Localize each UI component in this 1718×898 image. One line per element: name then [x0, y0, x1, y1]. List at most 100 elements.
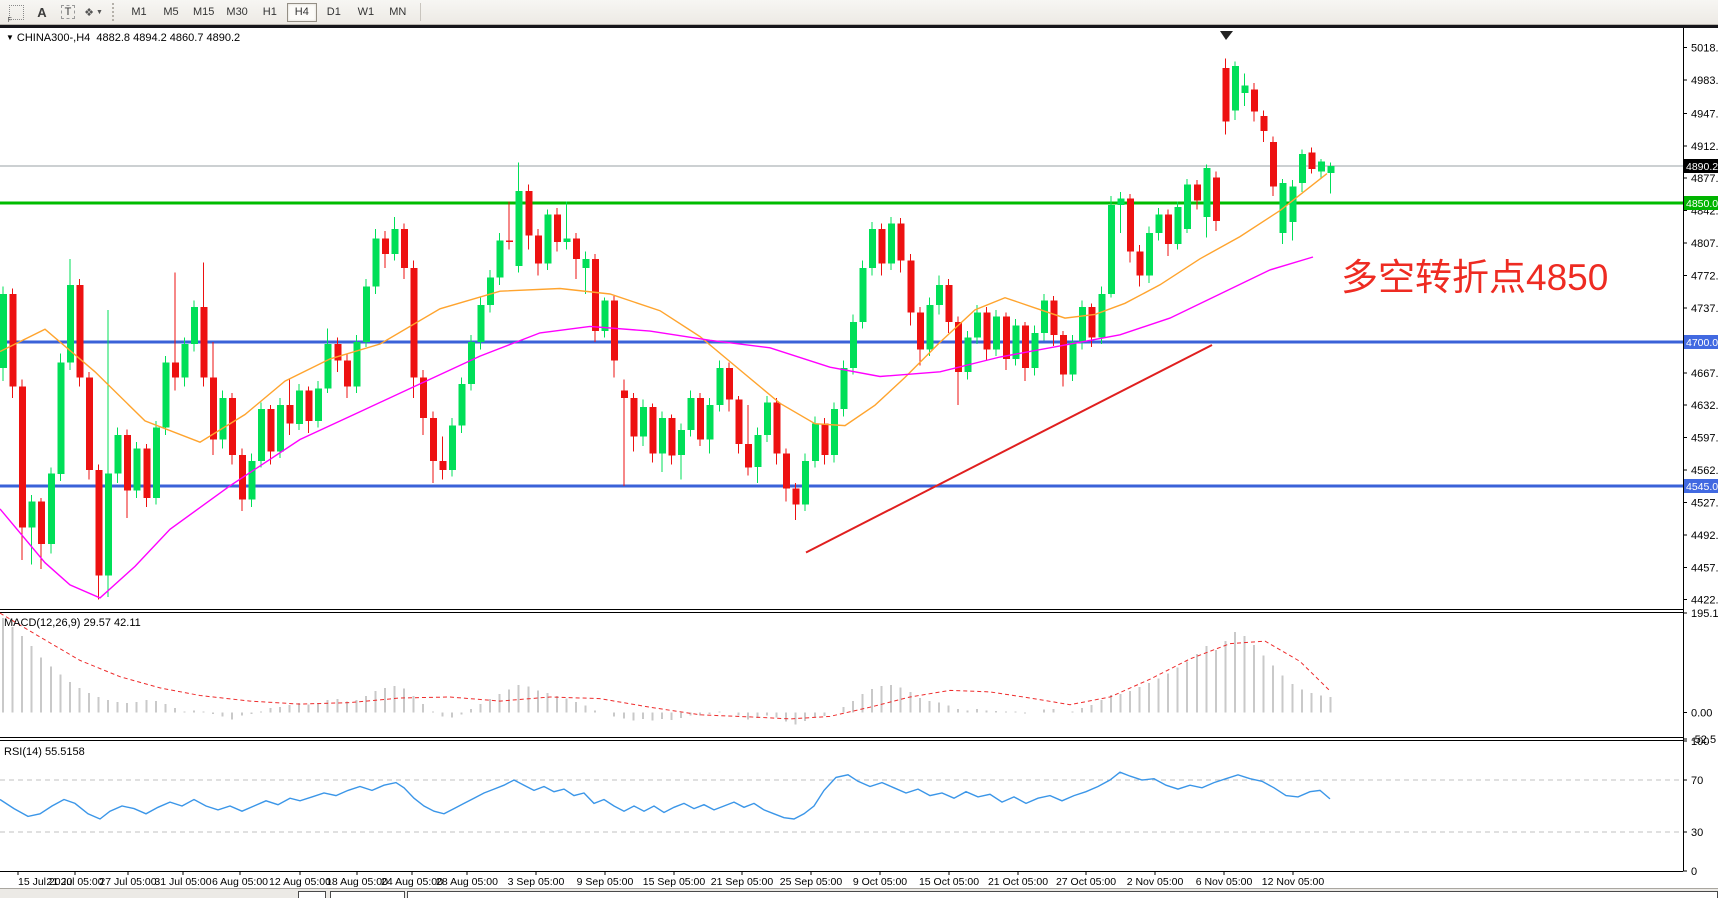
svg-text:100: 100 [1691, 736, 1709, 748]
candle [305, 390, 313, 421]
candle [563, 238, 571, 243]
candle [668, 418, 676, 456]
chart-shift-marker-icon[interactable] [1220, 31, 1233, 40]
candle [152, 427, 160, 498]
timeframe-button-h4[interactable]: H4 [286, 2, 317, 22]
candle [9, 294, 17, 387]
candle [1260, 116, 1268, 131]
candle [907, 260, 915, 313]
candle [171, 362, 179, 378]
candle [257, 408, 265, 461]
candle [1012, 325, 1020, 359]
rsi-indicator-label: RSI(14) 55.5158 [4, 746, 85, 758]
svg-text:4772.0: 4772.0 [1691, 270, 1718, 282]
svg-text:195.15: 195.15 [1691, 608, 1718, 620]
candle [945, 284, 953, 322]
svg-text:21 Sep 05:00: 21 Sep 05:00 [711, 876, 774, 888]
bottom-tab[interactable] [330, 891, 405, 898]
ma-slow-line[interactable] [0, 256, 1314, 599]
timeframe-button-m15[interactable]: M15 [188, 3, 219, 22]
timeframe-button-m30[interactable]: M30 [221, 3, 252, 22]
candle [716, 368, 724, 406]
candle [859, 268, 867, 322]
candle [1270, 142, 1278, 187]
svg-text:30: 30 [1691, 827, 1703, 839]
svg-text:0: 0 [1691, 866, 1697, 878]
svg-text:4562.0: 4562.0 [1691, 465, 1718, 477]
chart-annotation-text: 多空转折点4850 [1341, 257, 1609, 298]
horizontal-lines[interactable] [0, 165, 1683, 488]
candle [830, 408, 838, 456]
svg-text:4492.0: 4492.0 [1691, 530, 1718, 542]
timeframe-button-m5[interactable]: M5 [156, 3, 186, 22]
svg-text:18 Aug 05:00: 18 Aug 05:00 [326, 876, 388, 888]
candle [468, 342, 475, 384]
candle [248, 460, 256, 500]
svg-text:4700.0: 4700.0 [1686, 337, 1718, 349]
trend-line[interactable] [805, 344, 1213, 554]
crosshair-tool-icon[interactable]: F [4, 2, 28, 24]
candle [534, 235, 542, 264]
svg-text:70: 70 [1691, 775, 1703, 787]
candle [964, 337, 972, 372]
svg-text:27 Oct 05:00: 27 Oct 05:00 [1056, 876, 1116, 888]
timeframe-button-w1[interactable]: W1 [351, 3, 381, 22]
candle [1126, 198, 1134, 252]
chevron-down-icon: ▼ [95, 8, 104, 16]
ma-fast-line[interactable] [0, 173, 1328, 443]
svg-text:21 Oct 05:00: 21 Oct 05:00 [988, 876, 1048, 888]
text-box-tool-icon[interactable]: T [56, 2, 80, 22]
candle [1079, 307, 1087, 343]
bottom-scrollbar-strip[interactable] [0, 888, 1718, 898]
candle [372, 238, 380, 287]
collapse-triangle-icon[interactable]: ▼ [6, 33, 14, 42]
candle [544, 214, 552, 264]
candle [955, 321, 962, 372]
candle [1203, 168, 1211, 218]
candle [362, 286, 370, 343]
candle [1241, 85, 1249, 93]
svg-text:-52.5: -52.5 [1691, 734, 1716, 746]
bottom-tab[interactable] [298, 891, 326, 898]
candle [353, 342, 361, 387]
candle [983, 312, 991, 350]
candle [210, 377, 218, 440]
candle [601, 300, 609, 332]
svg-text:2 Nov 05:00: 2 Nov 05:00 [1127, 876, 1184, 888]
svg-text:4983.0: 4983.0 [1691, 75, 1718, 87]
chart-canvas[interactable]: 5018.04983.04947.04912.04877.04842.04807… [0, 28, 1718, 898]
candle [888, 223, 896, 264]
svg-text:9 Sep 05:00: 9 Sep 05:00 [577, 876, 634, 888]
timeframe-button-mn[interactable]: MN [383, 3, 413, 22]
candle [105, 473, 113, 576]
shapes-tool-icon[interactable]: ❖ ▼ [84, 6, 104, 19]
price-axis[interactable]: 5018.04983.04947.04912.04877.04842.04807… [1683, 28, 1718, 878]
svg-text:27 Jul 05:00: 27 Jul 05:00 [99, 876, 156, 888]
candle [1088, 307, 1096, 338]
timeframe-button-d1[interactable]: D1 [319, 3, 349, 22]
text-label-tool-icon[interactable]: A [37, 4, 47, 20]
macd-histogram [2, 618, 1332, 725]
timeframe-button-h1[interactable]: H1 [255, 3, 285, 22]
candle [515, 191, 523, 267]
timeframe-button-m1[interactable]: M1 [124, 3, 154, 22]
candle [850, 321, 857, 369]
svg-text:28 Aug 05:00: 28 Aug 05:00 [436, 876, 498, 888]
candle [1317, 161, 1325, 172]
candle [878, 229, 886, 264]
candle [277, 405, 284, 452]
candle [1155, 214, 1163, 233]
candle [783, 453, 791, 489]
svg-text:4877.0: 4877.0 [1691, 173, 1718, 185]
svg-text:15 Jul 2020: 15 Jul 2020 [18, 876, 72, 888]
candle [0, 294, 7, 369]
candle [1308, 152, 1316, 169]
candle [773, 402, 781, 454]
candle [143, 448, 151, 498]
candle [448, 425, 456, 471]
svg-text:6 Aug 05:00: 6 Aug 05:00 [212, 876, 268, 888]
candle [1050, 300, 1058, 335]
svg-text:12 Aug 05:00: 12 Aug 05:00 [269, 876, 331, 888]
bottom-tab[interactable] [407, 891, 1718, 898]
